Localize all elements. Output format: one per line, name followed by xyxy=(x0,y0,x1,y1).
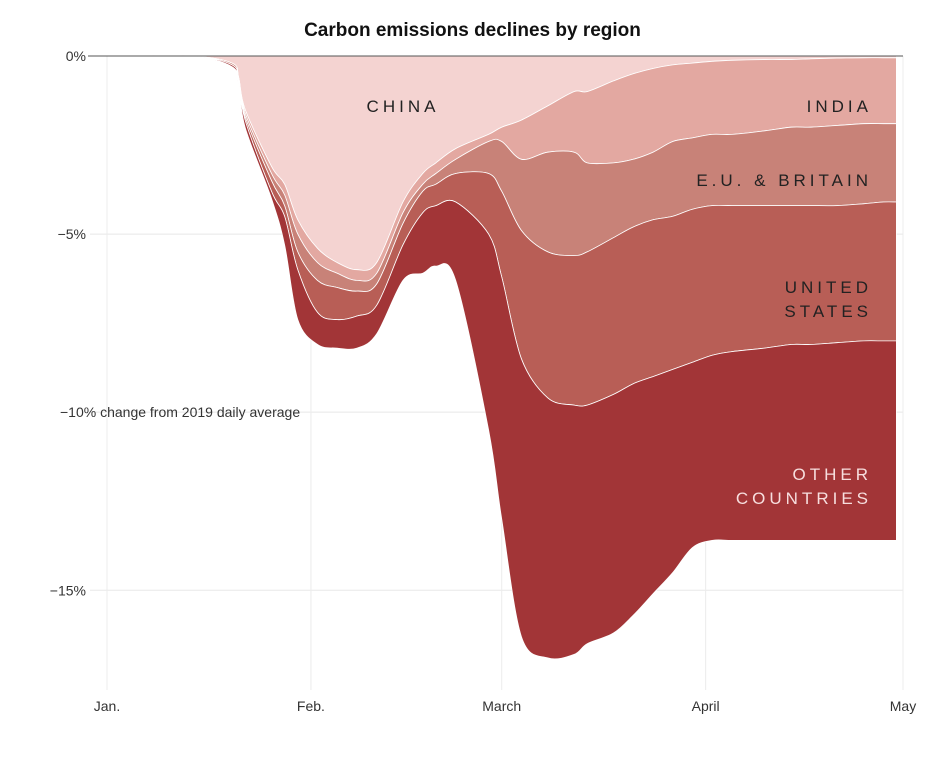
region-label: UNITED xyxy=(785,278,872,297)
region-label: INDIA xyxy=(807,97,872,116)
region-label: COUNTRIES xyxy=(736,489,872,508)
region-label: E.U. & BRITAIN xyxy=(696,171,872,190)
label-layer: CHINA INDIA E.U. & BRITAIN UNITED STATES OTHE… xyxy=(367,97,873,508)
region-label: OTHER xyxy=(793,465,873,484)
y-tick-label: −15% xyxy=(50,582,86,598)
y-axis-note: −10% change from 2019 daily average xyxy=(60,404,300,420)
x-tick-label: May xyxy=(890,698,916,714)
x-tick-label: March xyxy=(482,698,521,714)
chart-title: Carbon emissions declines by region xyxy=(304,20,641,41)
x-tick-label: Jan. xyxy=(94,698,120,714)
region-label: CHINA xyxy=(367,97,440,116)
x-tick-label: Feb. xyxy=(297,698,325,714)
axis-layer: 0% −5% −15% −10% change from 2019 daily ave… xyxy=(50,48,916,714)
area-layer xyxy=(126,54,897,660)
y-tick-label: −5% xyxy=(58,226,86,242)
x-tick-label: April xyxy=(692,698,720,714)
area-series xyxy=(126,54,897,660)
region-label: STATES xyxy=(784,302,872,321)
y-tick-label: 0% xyxy=(66,48,86,64)
